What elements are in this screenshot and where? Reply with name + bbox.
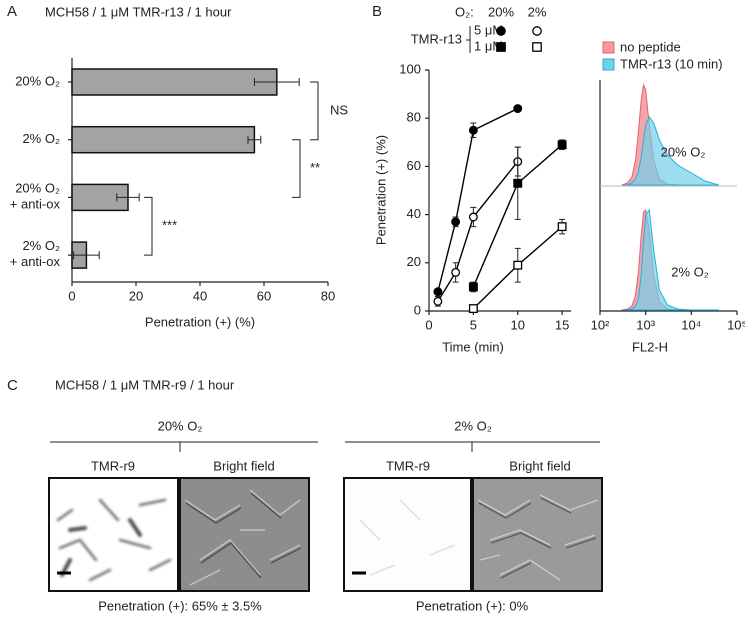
legend-bracket [466,26,471,53]
x-tick-label: 80 [321,288,335,303]
cell-shadows [185,492,302,579]
chart-title: MCH58 / 1 μM TMR-r13 / 1 hour [45,4,232,19]
error-bar [73,251,100,260]
legend-swatch [602,58,615,71]
legend-label: TMR-r13 (10 min) [620,56,723,71]
error-bar [247,135,262,144]
column-header: Bright field [509,458,570,473]
group-header: 2% O₂ [454,418,492,433]
x-tick-label: 10⁵ [727,317,745,332]
y-tick-label: 20% O₂ [15,73,60,88]
panel-label: A [7,3,17,20]
x-tick-label: 20 [129,288,143,303]
marker [433,287,443,297]
legend-row: 5 μM [474,22,503,37]
significance-label: *** [162,218,177,233]
error-bar [116,193,140,202]
cell-outlines [184,489,301,586]
y-tick-label: 80 [407,110,421,125]
x-axis-label: Penetration (+) (%) [145,314,255,329]
significance-bracket [292,139,301,198]
legend-marker [532,26,542,36]
legend-label: no peptide [620,39,681,54]
caption: Penetration (+): 65% ± 3.5% [98,598,262,613]
bright-field-image [179,477,310,592]
legend-marker [532,42,542,52]
x-tick-label: 0 [68,288,75,303]
panel-title: MCH58 / 1 μM TMR-r9 / 1 hour [55,377,235,392]
column-header: TMR-r9 [386,458,430,473]
error-bar [253,78,300,86]
marker [468,282,478,292]
marker [513,178,523,188]
y-tick-label: 0 [414,302,421,317]
panel-label: B [372,3,382,20]
y-tick-label: 2% O₂ + anti-ox [10,239,61,270]
histogram-area [621,208,719,311]
cell-outlines [477,494,599,581]
group-header: 20% O₂ [158,418,203,433]
x-tick-label: 60 [257,288,271,303]
x-axis-label: Time (min) [442,339,504,354]
y-tick-label: 20% O₂ + anti-ox [10,181,61,212]
legend-title: O₂: [455,4,474,19]
marker [557,222,567,232]
legend-marker [496,26,506,36]
legend-group: TMR-r13 [411,31,462,46]
marker [433,296,443,306]
significance-label: NS [330,102,348,117]
y-tick-label: 2% O₂ [22,131,60,146]
panel-label: C [7,377,18,394]
histogram-area [621,208,719,311]
significance-label: ** [310,160,320,175]
y-tick-label: 20 [407,254,421,269]
histogram-area [621,116,719,186]
bar [71,125,256,154]
series-line [437,161,519,302]
legend-column: 2% [528,4,547,19]
marker [513,260,523,270]
x-tick-label: 0 [425,317,432,332]
panel-annotation: 2% O₂ [671,264,709,279]
x-tick-label: 10³ [636,317,655,332]
cell-signal [359,499,456,576]
bar [71,68,278,96]
marker [451,217,461,227]
marker [468,212,478,222]
legend-marker [496,42,506,52]
bright-field-image [472,477,603,592]
x-tick-label: 40 [193,288,207,303]
marker [513,104,523,114]
x-tick-label: 5 [470,317,477,332]
cell-shadows [478,497,597,579]
x-tick-label: 15 [555,317,569,332]
x-axis-label: FL2-H [632,339,668,354]
legend-column: 20% [488,4,514,19]
marker [451,267,461,277]
y-tick-label: 60 [407,158,421,173]
x-tick-label: 10² [591,317,610,332]
marker [468,125,478,135]
micrographs [48,477,603,592]
y-axis-label: Penetration (+) (%) [373,135,388,245]
caption: Penetration (+): 0% [416,598,529,613]
column-header: Bright field [213,458,274,473]
x-tick-label: 10⁴ [681,317,701,332]
x-tick-label: 10 [511,317,525,332]
marker [468,304,478,314]
legend-swatch [602,41,615,54]
y-tick-label: 40 [407,206,421,221]
significance-bracket [310,81,319,141]
significance-bracket [144,196,153,256]
legend-row: 1 μM [474,38,503,53]
panel-annotation: 20% O₂ [661,144,706,159]
series-line [437,107,519,292]
column-header: TMR-r9 [91,458,135,473]
y-tick-label: 100 [399,61,421,76]
marker [557,140,567,150]
